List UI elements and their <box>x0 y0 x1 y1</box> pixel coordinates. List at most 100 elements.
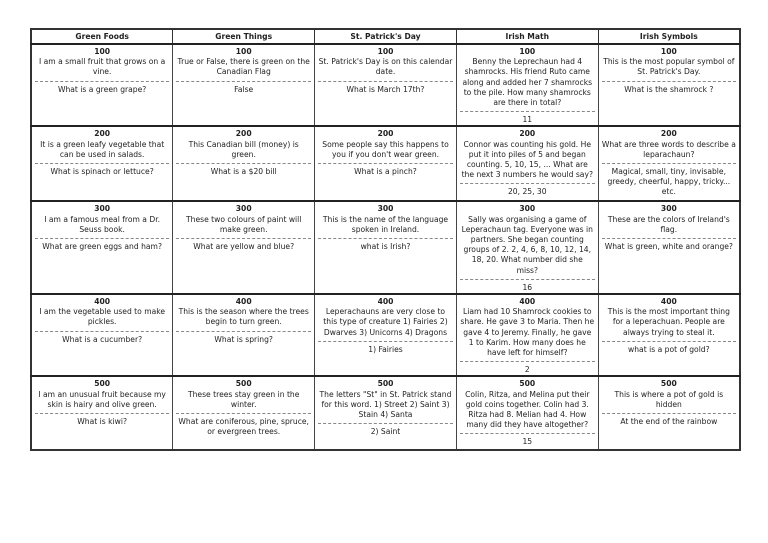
clue-cell: 100 Benny the Leprechaun had 4 shamrocks.… <box>455 42 599 127</box>
point-value: 400 <box>94 297 111 307</box>
dashed-divider <box>176 238 312 240</box>
dashed-divider <box>318 340 453 342</box>
clue-cell: 300 These are the colors of Ireland's fla… <box>597 200 741 295</box>
clue-question: Connor was counting his gold. He put it … <box>461 139 593 180</box>
clue-answer: What is the shamrock ? <box>624 84 714 94</box>
dashed-divider <box>459 183 595 185</box>
clue-answer: 16 <box>522 282 533 292</box>
clue-cell: 300 Sally was organising a game of Lepera… <box>455 200 599 295</box>
point-value: 400 <box>519 297 536 307</box>
row-200: 200 It is a green leafy vegetable that ca… <box>30 125 741 202</box>
category-header: Green Foods <box>30 28 174 45</box>
jeopardy-table: Green Foods Green Things St. Patrick's Day… <box>30 28 741 452</box>
clue-question: This is where a pot of gold is hidden <box>614 389 724 409</box>
clue-cell: 300 I am a famous meal from a Dr. Seuss b… <box>30 200 174 295</box>
clue-cell: 400 Leperachauns are very close to this t… <box>314 293 457 377</box>
clue-answer: False <box>234 84 254 94</box>
clue-cell: 200 This Canadian bill (money) is green. W… <box>172 125 316 202</box>
dashed-divider <box>35 238 170 240</box>
clue-cell: 500 The letters "St" in St. Patrick stand… <box>314 375 457 451</box>
clue-cell: 500 Colin, Ritza, and Melina put their go… <box>455 375 599 451</box>
dashed-divider <box>35 330 170 332</box>
clue-cell: 100 True or False, there is green on the … <box>172 42 316 127</box>
point-value: 500 <box>660 379 677 389</box>
clue-question: These two colours of paint will make gre… <box>186 214 302 234</box>
dashed-divider <box>318 80 453 82</box>
clue-answer: What is March 17th? <box>346 84 425 94</box>
point-value: 300 <box>235 204 252 214</box>
point-value: 200 <box>377 129 394 139</box>
clue-question: This is the most popular symbol of St. P… <box>603 57 735 77</box>
clue-answer: What is green, white and orange? <box>604 242 733 252</box>
point-value: 500 <box>94 379 111 389</box>
clue-cell: 200 Connor was counting his gold. He put … <box>455 125 599 202</box>
category-header: Green Things <box>172 28 316 45</box>
clue-answer: What is a green grape? <box>57 84 147 94</box>
point-value: 100 <box>519 47 536 56</box>
dashed-divider <box>601 163 736 165</box>
point-value: 200 <box>660 129 677 139</box>
dashed-divider <box>176 163 312 165</box>
clue-answer: What are green eggs and ham? <box>42 242 162 252</box>
point-value: 100 <box>235 47 252 56</box>
clue-cell: 500 These trees stay green in the winter.… <box>172 375 316 451</box>
clue-question: I am a famous meal from a Dr. Seuss book… <box>44 214 161 234</box>
clue-answer: What is spinach or lettuce? <box>50 167 154 177</box>
point-value: 100 <box>94 47 111 56</box>
category-header: Irish Symbols <box>597 28 741 45</box>
dashed-divider <box>318 238 453 240</box>
dashed-divider <box>601 340 736 342</box>
dashed-divider <box>35 80 170 82</box>
row-400: 400 I am the vegetable used to make pickl… <box>30 293 741 377</box>
clue-cell: 200 It is a green leafy vegetable that ca… <box>30 125 174 202</box>
clue-question: It is a green leafy vegetable that can b… <box>40 139 165 159</box>
clue-answer: What are coniferous, pine, spruce, or ev… <box>178 417 309 437</box>
clue-answer: 2 <box>524 365 530 375</box>
clue-question: The letters "St" in St. Patrick stand fo… <box>319 389 452 420</box>
dashed-divider <box>318 423 453 425</box>
point-value: 200 <box>235 129 252 139</box>
clue-answer: What is a $20 bill <box>210 167 277 177</box>
clue-cell: 400 Liam had 10 Shamrock cookies to share… <box>455 293 599 377</box>
point-value: 300 <box>660 204 677 214</box>
dashed-divider <box>459 433 595 435</box>
clue-answer: 1) Fairies <box>368 344 403 354</box>
header-row: Green Foods Green Things St. Patrick's Day… <box>30 28 741 45</box>
clue-question: Benny the Leprechaun had 4 shamrocks. Hi… <box>462 57 593 108</box>
clue-cell: 500 I am an unusual fruit because my skin… <box>30 375 174 451</box>
dashed-divider <box>459 111 595 113</box>
point-value: 400 <box>235 297 252 307</box>
clue-question: What are three words to describe a lepar… <box>601 139 736 159</box>
clue-question: I am a small fruit that grows on a vine. <box>38 57 166 77</box>
dashed-divider <box>176 330 312 332</box>
clue-question: This is the season where the trees begin… <box>178 307 309 327</box>
clue-cell: 100 St. Patrick's Day is on this calendar… <box>314 42 457 127</box>
clue-answer: What are yellow and blue? <box>193 242 295 252</box>
point-value: 300 <box>94 204 111 214</box>
row-300: 300 I am a famous meal from a Dr. Seuss b… <box>30 200 741 295</box>
clue-cell: 300 These two colours of paint will make … <box>172 200 316 295</box>
dashed-divider <box>459 278 595 280</box>
point-value: 300 <box>519 204 536 214</box>
dashed-divider <box>176 80 312 82</box>
clue-question: Colin, Ritza, and Melina put their gold … <box>465 389 590 430</box>
point-value: 100 <box>377 47 394 56</box>
dashed-divider <box>176 413 312 415</box>
clue-answer: What is a pinch? <box>354 167 417 177</box>
clue-question: Sally was organising a game of Leperacha… <box>461 214 593 275</box>
clue-question: True or False, there is green on the Can… <box>177 57 310 77</box>
clue-answer: what is a pot of gold? <box>628 344 710 354</box>
clue-cell: 100 This is the most popular symbol of St… <box>597 42 741 127</box>
clue-answer: what is Irish? <box>360 242 411 252</box>
clue-answer: At the end of the rainbow <box>620 417 718 427</box>
dashed-divider <box>35 163 170 165</box>
clue-question: I am an unusual fruit because my skin is… <box>38 389 166 409</box>
clue-question: Leperachauns are very close to this type… <box>323 307 448 337</box>
clue-question: Liam had 10 Shamrock cookies to share. H… <box>460 307 595 358</box>
point-value: 200 <box>94 129 111 139</box>
row-500: 500 I am an unusual fruit because my skin… <box>30 375 741 451</box>
point-value: 500 <box>519 379 536 389</box>
clue-answer: 11 <box>522 115 533 125</box>
clue-cell: 400 This is the season where the trees be… <box>172 293 316 377</box>
dashed-divider <box>318 163 453 165</box>
